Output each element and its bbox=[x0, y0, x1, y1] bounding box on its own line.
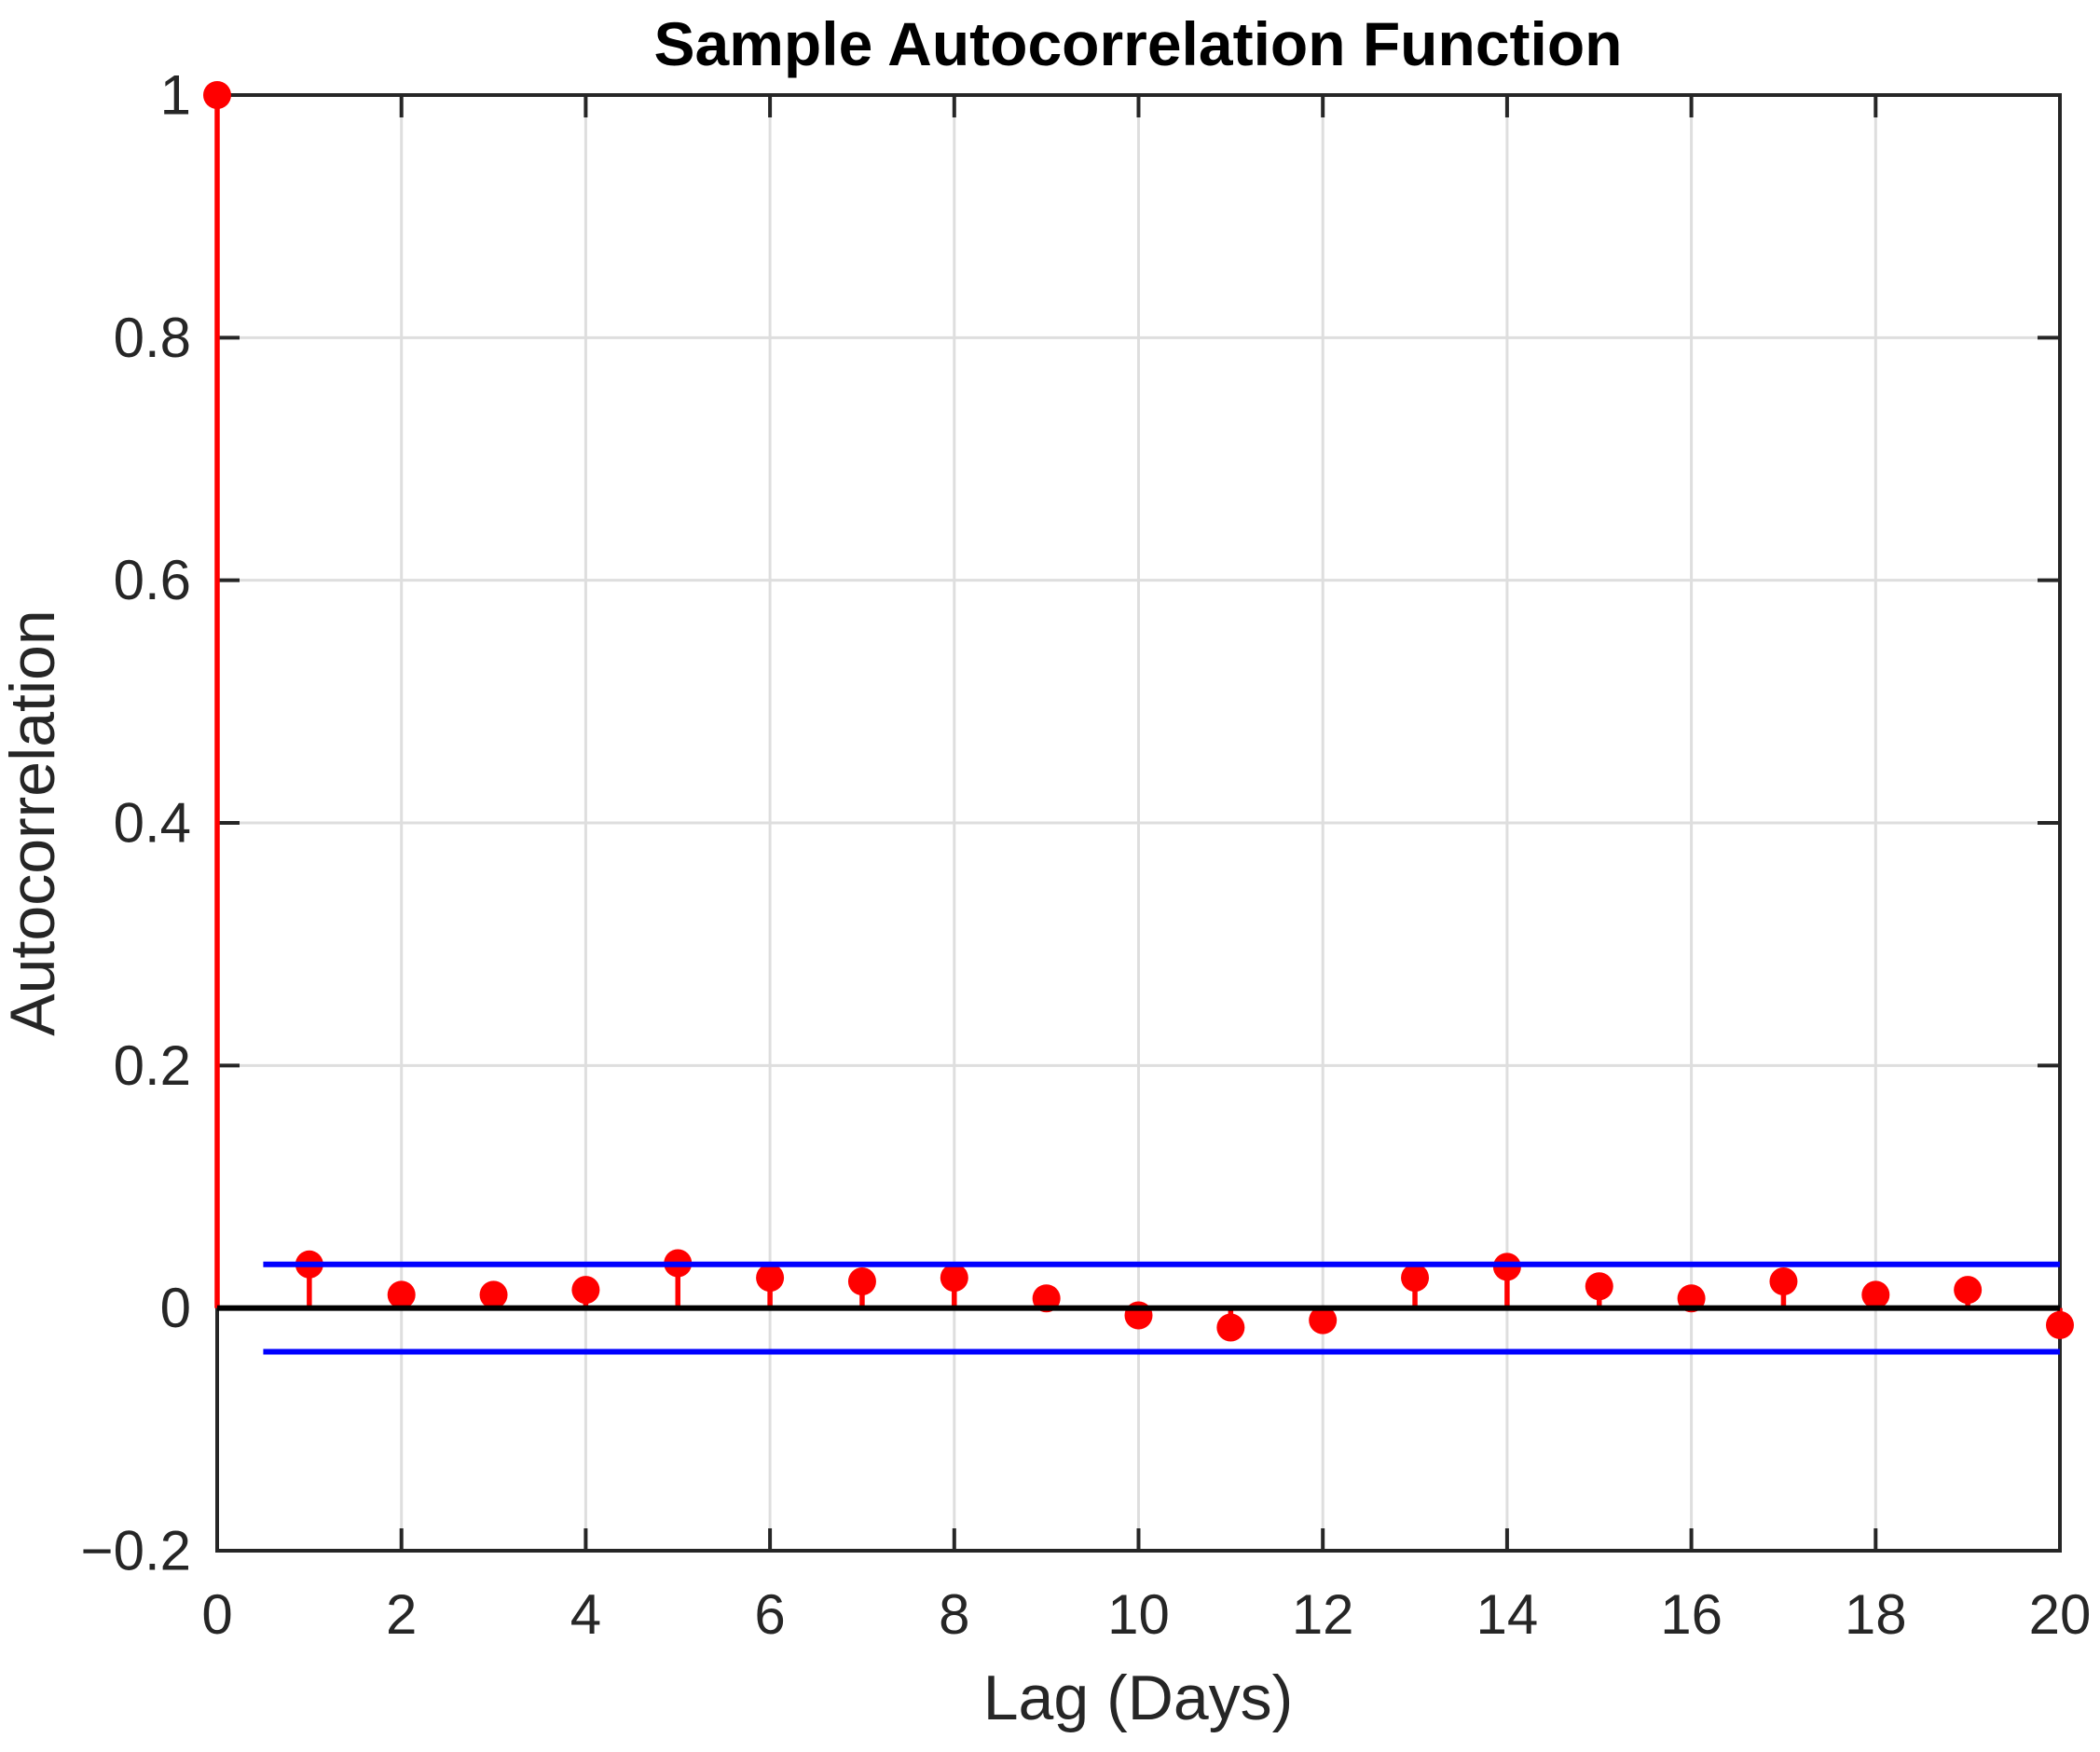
x-tick-label: 18 bbox=[1845, 1583, 1907, 1646]
gridlines bbox=[217, 95, 2062, 1551]
stem-marker bbox=[479, 1280, 508, 1309]
x-tick-label: 4 bbox=[570, 1583, 601, 1646]
confidence-bounds bbox=[263, 1261, 2060, 1355]
stem-marker bbox=[1585, 1272, 1613, 1301]
stem-marker bbox=[1401, 1264, 1430, 1293]
x-axis-label: Lag (Days) bbox=[983, 1663, 1294, 1733]
x-tick-label: 10 bbox=[1107, 1583, 1170, 1646]
x-tick-label: 6 bbox=[754, 1583, 785, 1646]
y-axis-label: Autocorrelation bbox=[0, 609, 68, 1035]
x-tick-label: 16 bbox=[1660, 1583, 1723, 1646]
stem-marker bbox=[1769, 1267, 1798, 1296]
x-tick-label: 8 bbox=[939, 1583, 969, 1646]
stem-marker bbox=[2046, 1310, 2074, 1339]
y-tick-label: −0.2 bbox=[81, 1520, 191, 1582]
x-tick-label: 20 bbox=[2029, 1583, 2092, 1646]
stem-series bbox=[203, 81, 2074, 1342]
stem-marker bbox=[571, 1276, 600, 1305]
y-tick-label: 0.6 bbox=[114, 549, 191, 611]
y-tick-label: 0 bbox=[160, 1277, 191, 1339]
y-tick-label: 1 bbox=[160, 64, 191, 127]
stem-marker bbox=[387, 1280, 416, 1309]
stem-marker bbox=[1861, 1280, 1890, 1309]
stem-marker bbox=[1954, 1276, 1983, 1305]
y-tick-label: 0.4 bbox=[114, 792, 191, 855]
y-tick-label: 0.2 bbox=[114, 1034, 191, 1097]
stem-marker bbox=[1309, 1306, 1338, 1335]
stem-marker bbox=[203, 81, 231, 109]
stem-marker bbox=[847, 1267, 876, 1296]
x-tick-label: 14 bbox=[1476, 1583, 1539, 1646]
x-tick-label: 12 bbox=[1292, 1583, 1354, 1646]
x-tick-labels: 0 2 4 6 8 10 12 14 16 18 20 bbox=[201, 1583, 2091, 1646]
stem-marker bbox=[756, 1264, 785, 1293]
y-tick-label: 0.8 bbox=[114, 307, 191, 369]
stem-marker bbox=[1216, 1313, 1245, 1342]
stem-marker bbox=[940, 1264, 968, 1293]
x-tick-label: 2 bbox=[386, 1583, 417, 1646]
plot-title: Sample Autocorrelation Function bbox=[654, 9, 1623, 78]
y-tick-labels: −0.2 0 0.2 0.4 0.6 0.8 1 bbox=[81, 64, 191, 1582]
x-tick-label: 0 bbox=[201, 1583, 232, 1646]
